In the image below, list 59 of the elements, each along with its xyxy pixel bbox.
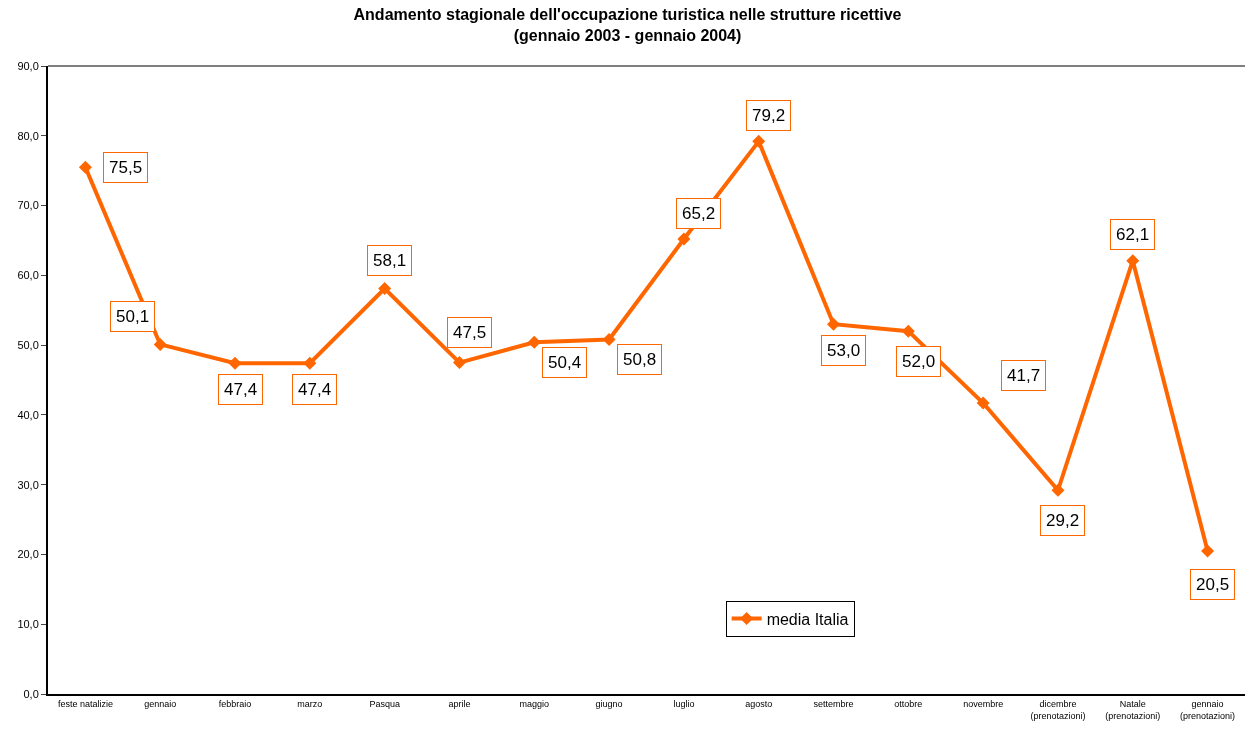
point [153, 337, 167, 351]
x-tick-label: ottobre [894, 698, 923, 709]
point [1051, 483, 1065, 497]
y-tick-label: 70,0 [17, 199, 39, 212]
y-tick-label: 50,0 [17, 338, 39, 351]
y-tick-label: 40,0 [17, 408, 39, 421]
point [752, 134, 766, 148]
point [827, 317, 841, 331]
text: 41,7 [1007, 366, 1041, 385]
text: 47,5 [453, 323, 487, 342]
point [677, 232, 691, 246]
x-tick-label: novembre [963, 698, 1004, 709]
point [901, 324, 915, 338]
y-tick-label: 30,0 [17, 478, 39, 491]
y-tick-label: 60,0 [17, 269, 39, 282]
x-tick-label: maggio [519, 698, 550, 709]
point [78, 160, 92, 174]
text: 52,0 [902, 352, 936, 371]
x-tick-label: feste natalizie [57, 698, 113, 709]
x-tick-label: gennaio (prenotazioni) [1180, 698, 1236, 721]
x-tick-label: febbraio [218, 698, 252, 709]
x-tick-label: agosto [745, 698, 773, 709]
x-tick-label: dicembre (prenotazioni) [1030, 698, 1086, 721]
text: 47,4 [224, 380, 258, 399]
y-tick-label: 20,0 [17, 548, 39, 561]
text: 65,2 [682, 204, 716, 223]
point [602, 333, 616, 347]
legend-label: media Italia [766, 610, 849, 628]
point [452, 356, 466, 370]
text: 79,2 [752, 106, 786, 125]
x-tick-label: settembre [813, 698, 854, 709]
y-tick-label: 80,0 [17, 129, 39, 142]
text: 50,8 [623, 350, 657, 369]
chart-title: Andamento stagionale dell'occupazione turistica nelle strutture ricettive (gennaio 2003 - gennaio 2004) [353, 6, 902, 45]
text: 29,2 [1046, 511, 1080, 530]
text: 50,1 [116, 307, 150, 326]
y-tick-label: 0,0 [23, 687, 39, 700]
point [1201, 544, 1215, 558]
x-tick-label: Pasqua [369, 698, 400, 709]
x-tick-label: marzo [297, 698, 323, 709]
text: 75,5 [109, 158, 143, 177]
x-tick-label: luglio [673, 698, 695, 709]
x-tick-label: aprile [448, 698, 471, 709]
x-tick-label: Natale (prenotazioni) [1105, 698, 1161, 721]
text: 20,5 [1196, 575, 1230, 594]
point [303, 356, 317, 370]
y-tick-label: 90,0 [17, 59, 39, 72]
text: 62,1 [1116, 225, 1150, 244]
point [228, 356, 242, 370]
text: 47,4 [298, 380, 332, 399]
text: 50,4 [548, 353, 582, 372]
point [378, 282, 392, 296]
x-tick-label: giugno [595, 698, 623, 709]
point [976, 396, 990, 410]
x-tick-label: gennaio [144, 698, 177, 709]
text: 58,1 [373, 251, 407, 270]
point [527, 335, 541, 349]
text: 53,0 [827, 341, 861, 360]
y-tick-label: 10,0 [17, 618, 39, 631]
